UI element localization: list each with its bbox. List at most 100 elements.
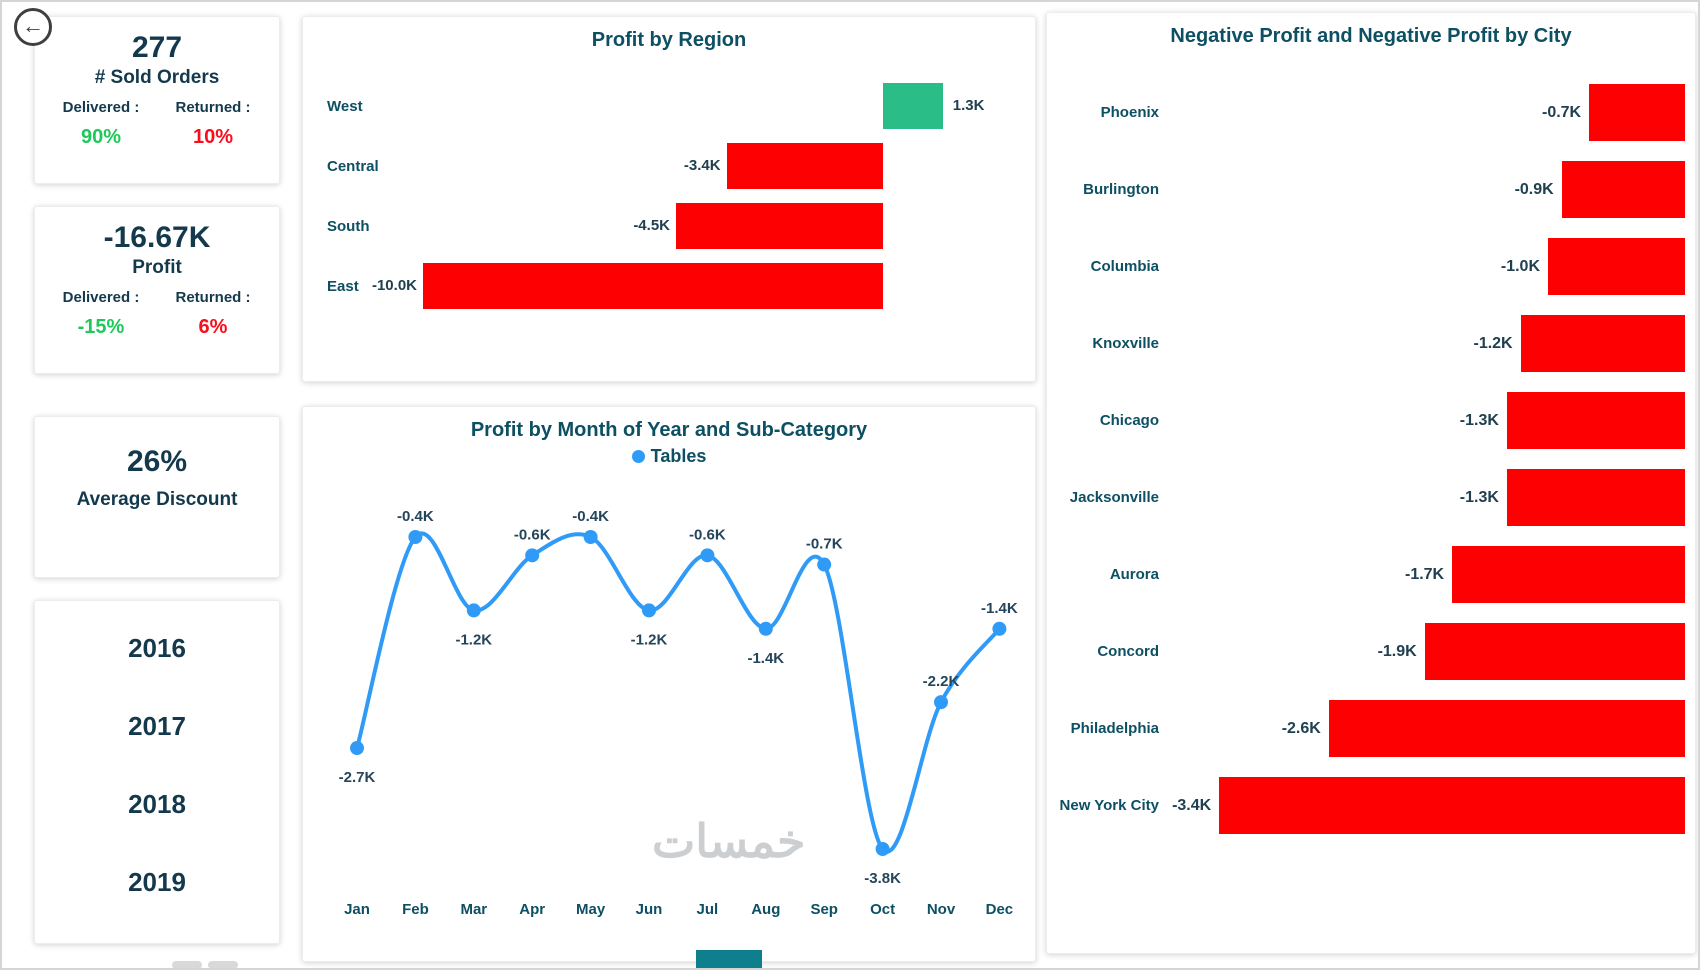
x-axis-label-jun: Jun — [636, 901, 663, 918]
region-plot: West 1.3K Central -3.4K South -4.5K East -10.0K — [303, 76, 1035, 316]
region-bar-track: 1.3K — [423, 83, 1009, 129]
back-arrow-icon: ← — [22, 13, 44, 38]
city-bar-value: -1.9K — [1377, 642, 1417, 660]
region-bar-value: -3.4K — [683, 157, 721, 174]
region-bar-value: -4.5K — [633, 217, 670, 234]
region-bar-track: -3.4K — [423, 143, 1009, 189]
region-chart-title: Profit by Region — [591, 29, 747, 51]
line-point-dec[interactable] — [992, 621, 1007, 636]
x-axis-label-mar: Mar — [460, 901, 487, 918]
line-point-aug[interactable] — [758, 621, 773, 636]
city-bar-value: -1.3K — [1459, 488, 1499, 506]
city-category-label: Concord — [1097, 643, 1159, 660]
city-row-phoenix: Phoenix -0.7K — [1047, 74, 1695, 151]
city-row-burlington: Burlington -0.9K — [1047, 151, 1695, 228]
line-point-value: -1.4K — [747, 650, 784, 667]
region-bar-track: -10.0K — [372, 263, 1009, 309]
city-category-label: Jacksonville — [1069, 489, 1159, 506]
line-point-jun[interactable] — [642, 603, 656, 618]
profit-by-month-chart: Profit by Month of Year and Sub-Category… — [302, 406, 1036, 962]
returned-column: Returned : 10% — [170, 99, 256, 149]
profit-by-region-chart: Profit by Region West 1.3K Central -3.4K Sou… — [302, 16, 1036, 382]
region-bar-value: 1.3K — [952, 97, 985, 114]
line-point-oct[interactable] — [875, 842, 890, 856]
line-point-nov[interactable] — [934, 695, 948, 710]
city-bar-value: -1.2K — [1473, 334, 1513, 352]
line-point-value: -0.6K — [689, 526, 726, 543]
line-point-value: -3.8K — [864, 870, 901, 887]
city-bar-aurora[interactable] — [1452, 546, 1685, 603]
x-axis-label-feb: Feb — [402, 901, 429, 918]
line-point-may[interactable] — [583, 530, 598, 544]
line-point-apr[interactable] — [525, 548, 540, 563]
region-row-south: South -4.5K — [315, 196, 1023, 256]
region-row-west: West 1.3K — [315, 76, 1023, 136]
city-bar-new-york-city[interactable] — [1219, 777, 1685, 834]
scrollbar-thumb[interactable] — [172, 961, 202, 968]
line-point-value: -1.4K — [981, 600, 1018, 617]
line-point-value: -0.7K — [806, 536, 843, 553]
returned-label: Returned : — [175, 99, 251, 116]
region-bar-east[interactable] — [423, 263, 883, 309]
city-row-new-york-city: New York City -3.4K — [1047, 767, 1695, 844]
city-chart-title: Negative Profit and Negative Profit by C… — [1170, 25, 1572, 47]
x-axis-label-dec: Dec — [986, 901, 1014, 918]
city-bar-concord[interactable] — [1424, 623, 1685, 680]
city-plot: Phoenix -0.7K Burlington -0.9K Columbia -1.0K… — [1047, 74, 1695, 844]
city-row-philadelphia: Philadelphia -2.6K — [1047, 690, 1695, 767]
region-bar-west[interactable] — [883, 83, 943, 129]
region-row-east: East -10.0K — [315, 256, 1023, 316]
city-row-concord: Concord -1.9K — [1047, 613, 1695, 690]
line-point-jul[interactable] — [700, 548, 715, 563]
region-bar-track: -4.5K — [423, 203, 1009, 249]
region-category-label: West — [327, 97, 363, 115]
line-point-sep[interactable] — [817, 557, 832, 572]
city-bar-knoxville[interactable] — [1520, 315, 1685, 372]
line-point-value: -0.4K — [572, 508, 609, 525]
year-slicer-list: 2016 2017 2018 2019 — [35, 609, 279, 921]
legend-dot-icon — [631, 450, 645, 463]
line-point-feb[interactable] — [408, 530, 423, 544]
city-bar-chicago[interactable] — [1506, 392, 1685, 449]
delivered-column: Delivered : 90% — [58, 99, 144, 149]
city-bar-value: -1.0K — [1500, 257, 1540, 275]
city-row-chicago: Chicago -1.3K — [1047, 382, 1695, 459]
x-axis-label-sep: Sep — [810, 901, 838, 918]
kpi-card-sold-orders: 277 # Sold Orders Delivered : 90% Return… — [34, 16, 280, 184]
city-bar-value: -0.9K — [1514, 180, 1554, 198]
delivered-column: Delivered : -15% — [58, 289, 144, 339]
line-point-mar[interactable] — [466, 603, 481, 618]
back-button[interactable]: ← — [14, 8, 52, 46]
region-bar-value: -10.0K — [371, 277, 417, 294]
city-category-label: Columbia — [1090, 258, 1159, 275]
region-bar-central[interactable] — [726, 143, 883, 189]
year-item-2018[interactable]: 2018 — [128, 789, 186, 819]
line-point-value: -2.2K — [923, 673, 960, 690]
city-bar-philadelphia[interactable] — [1328, 700, 1685, 757]
x-axis-label-oct: Oct — [870, 901, 895, 918]
city-row-jacksonville: Jacksonville -1.3K — [1047, 459, 1695, 536]
city-bar-burlington[interactable] — [1561, 161, 1685, 218]
line-series-tables — [355, 531, 1002, 854]
kpi-card-profit: -16.67K Profit Delivered : -15% Returned… — [34, 206, 280, 374]
city-bar-jacksonville[interactable] — [1506, 469, 1685, 526]
x-axis-label-aug: Aug — [751, 901, 780, 918]
line-chart-legend[interactable]: Tables — [303, 446, 1035, 467]
profit-label: Profit — [132, 257, 182, 278]
year-item-2019[interactable]: 2019 — [128, 867, 186, 897]
city-category-label: New York City — [1059, 797, 1159, 814]
line-point-jan[interactable] — [350, 741, 364, 756]
kpi-card-average-discount: 26% Average Discount — [34, 416, 280, 578]
region-bar-south[interactable] — [676, 203, 883, 249]
delivered-label: Delivered : — [62, 289, 140, 306]
city-bar-value: -3.4K — [1172, 796, 1212, 814]
returned-value: 10% — [192, 126, 234, 148]
year-item-2016[interactable]: 2016 — [128, 633, 186, 663]
city-bar-value: -1.7K — [1404, 565, 1445, 583]
city-bar-phoenix[interactable] — [1589, 84, 1685, 141]
year-item-2017[interactable]: 2017 — [128, 711, 186, 741]
negative-profit-by-city-chart: Negative Profit and Negative Profit by C… — [1046, 12, 1696, 954]
scrollbar-thumb[interactable] — [208, 961, 238, 968]
city-row-columbia: Columbia -1.0K — [1047, 228, 1695, 305]
city-bar-columbia[interactable] — [1548, 238, 1685, 295]
